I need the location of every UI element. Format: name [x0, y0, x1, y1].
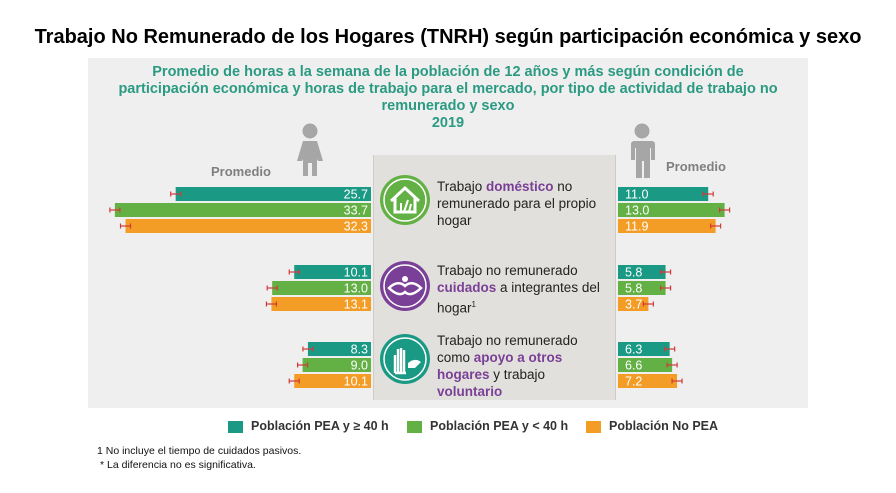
bar-women: [271, 297, 371, 311]
bar-women: [125, 219, 372, 233]
desc-text: a integrantes del hogar: [437, 280, 600, 316]
bar-men: [618, 219, 716, 233]
legend-label: Población No PEA: [609, 419, 719, 433]
bar-women: [307, 342, 371, 356]
helping-hand-icon: [380, 334, 430, 384]
bar-women: [294, 265, 371, 279]
bar-women: [114, 203, 371, 217]
subtitle-line-3: remunerado y sexo: [381, 98, 515, 114]
woman-icon: [297, 123, 323, 176]
data-label-men: 13.0: [625, 204, 649, 218]
footnote-2: * La diferencia no es significativa.: [100, 459, 256, 471]
data-label-women: 13.0: [344, 282, 368, 296]
data-label-men: 5.8: [625, 282, 642, 296]
data-label-women: 25.7: [344, 188, 368, 202]
bar-men: [618, 203, 725, 217]
desc-highlight: cuidados: [437, 280, 497, 295]
man-icon: [631, 123, 655, 178]
desc-text: Trabajo no remunerado: [437, 263, 578, 278]
legend-swatch: [228, 421, 243, 433]
category-desc-care: Trabajo no remunerado cuidados a integra…: [437, 262, 607, 317]
bar-men: [618, 187, 709, 201]
bar-women: [302, 358, 371, 372]
data-label-women: 10.1: [344, 266, 368, 280]
category-desc-domestic: Trabajo doméstico no remunerado para el …: [437, 178, 607, 229]
desc-highlight: doméstico: [486, 179, 554, 194]
legend-label: Población PEA y < 40 h: [430, 419, 569, 433]
data-label-women: 9.0: [351, 359, 368, 373]
care-hands-icon: [380, 261, 430, 311]
footnote-1: 1 No incluye el tiempo de cuidados pasiv…: [97, 445, 302, 457]
subtitle-line-2: participación económica y horas de traba…: [118, 81, 778, 97]
data-label-women: 13.1: [344, 298, 368, 312]
data-label-men: 7.2: [625, 375, 642, 389]
data-label-women: 33.7: [344, 204, 368, 218]
bar-men: [618, 281, 666, 295]
footnote-marker: 1: [471, 300, 476, 309]
bar-men: [618, 374, 678, 388]
category-desc-support: Trabajo no remunerado como apoyo a otros…: [437, 332, 607, 400]
bar-women: [294, 374, 371, 388]
desc-highlight: apoyo a otros hogares: [437, 350, 563, 382]
desc-text: no remunerado para el propio hogar: [437, 179, 597, 228]
desc-text: Trabajo: [437, 179, 487, 194]
legend-label: Población PEA y ≥ 40 h: [251, 419, 389, 433]
legend-swatch: [586, 421, 601, 433]
promedio-label-right: Promedio: [666, 159, 726, 174]
data-label-men: 3.7: [625, 298, 642, 312]
subtitle-year: 2019: [431, 115, 465, 131]
data-label-men: 5.8: [625, 266, 642, 280]
bar-men: [618, 297, 649, 311]
data-label-women: 8.3: [351, 343, 368, 357]
subtitle-line-1: Promedio de horas a la semana de la pobl…: [152, 64, 744, 80]
house-icon: [380, 175, 430, 225]
data-label-men: 6.3: [625, 343, 642, 357]
bar-men: [618, 358, 673, 372]
data-label-men: 11.0: [625, 188, 648, 202]
chart-subtitle: Promedio de horas a la semana de la pobl…: [90, 64, 806, 132]
bar-men: [618, 342, 670, 356]
desc-highlight: voluntario: [437, 384, 503, 399]
bar-men: [618, 265, 666, 279]
promedio-label-left: Promedio: [211, 164, 271, 179]
data-label-women: 32.3: [344, 220, 368, 234]
data-label-men: 11.9: [625, 220, 648, 234]
legend-swatch: [407, 421, 422, 433]
bar-women: [175, 187, 371, 201]
page-title: Trabajo No Remunerado de los Hogares (TN…: [34, 26, 862, 48]
desc-text: Trabajo no remunerado como: [437, 333, 578, 365]
data-label-men: 6.6: [625, 359, 642, 373]
bar-women: [272, 281, 371, 295]
data-label-women: 10.1: [344, 375, 368, 389]
desc-text: y trabajo: [489, 367, 546, 382]
